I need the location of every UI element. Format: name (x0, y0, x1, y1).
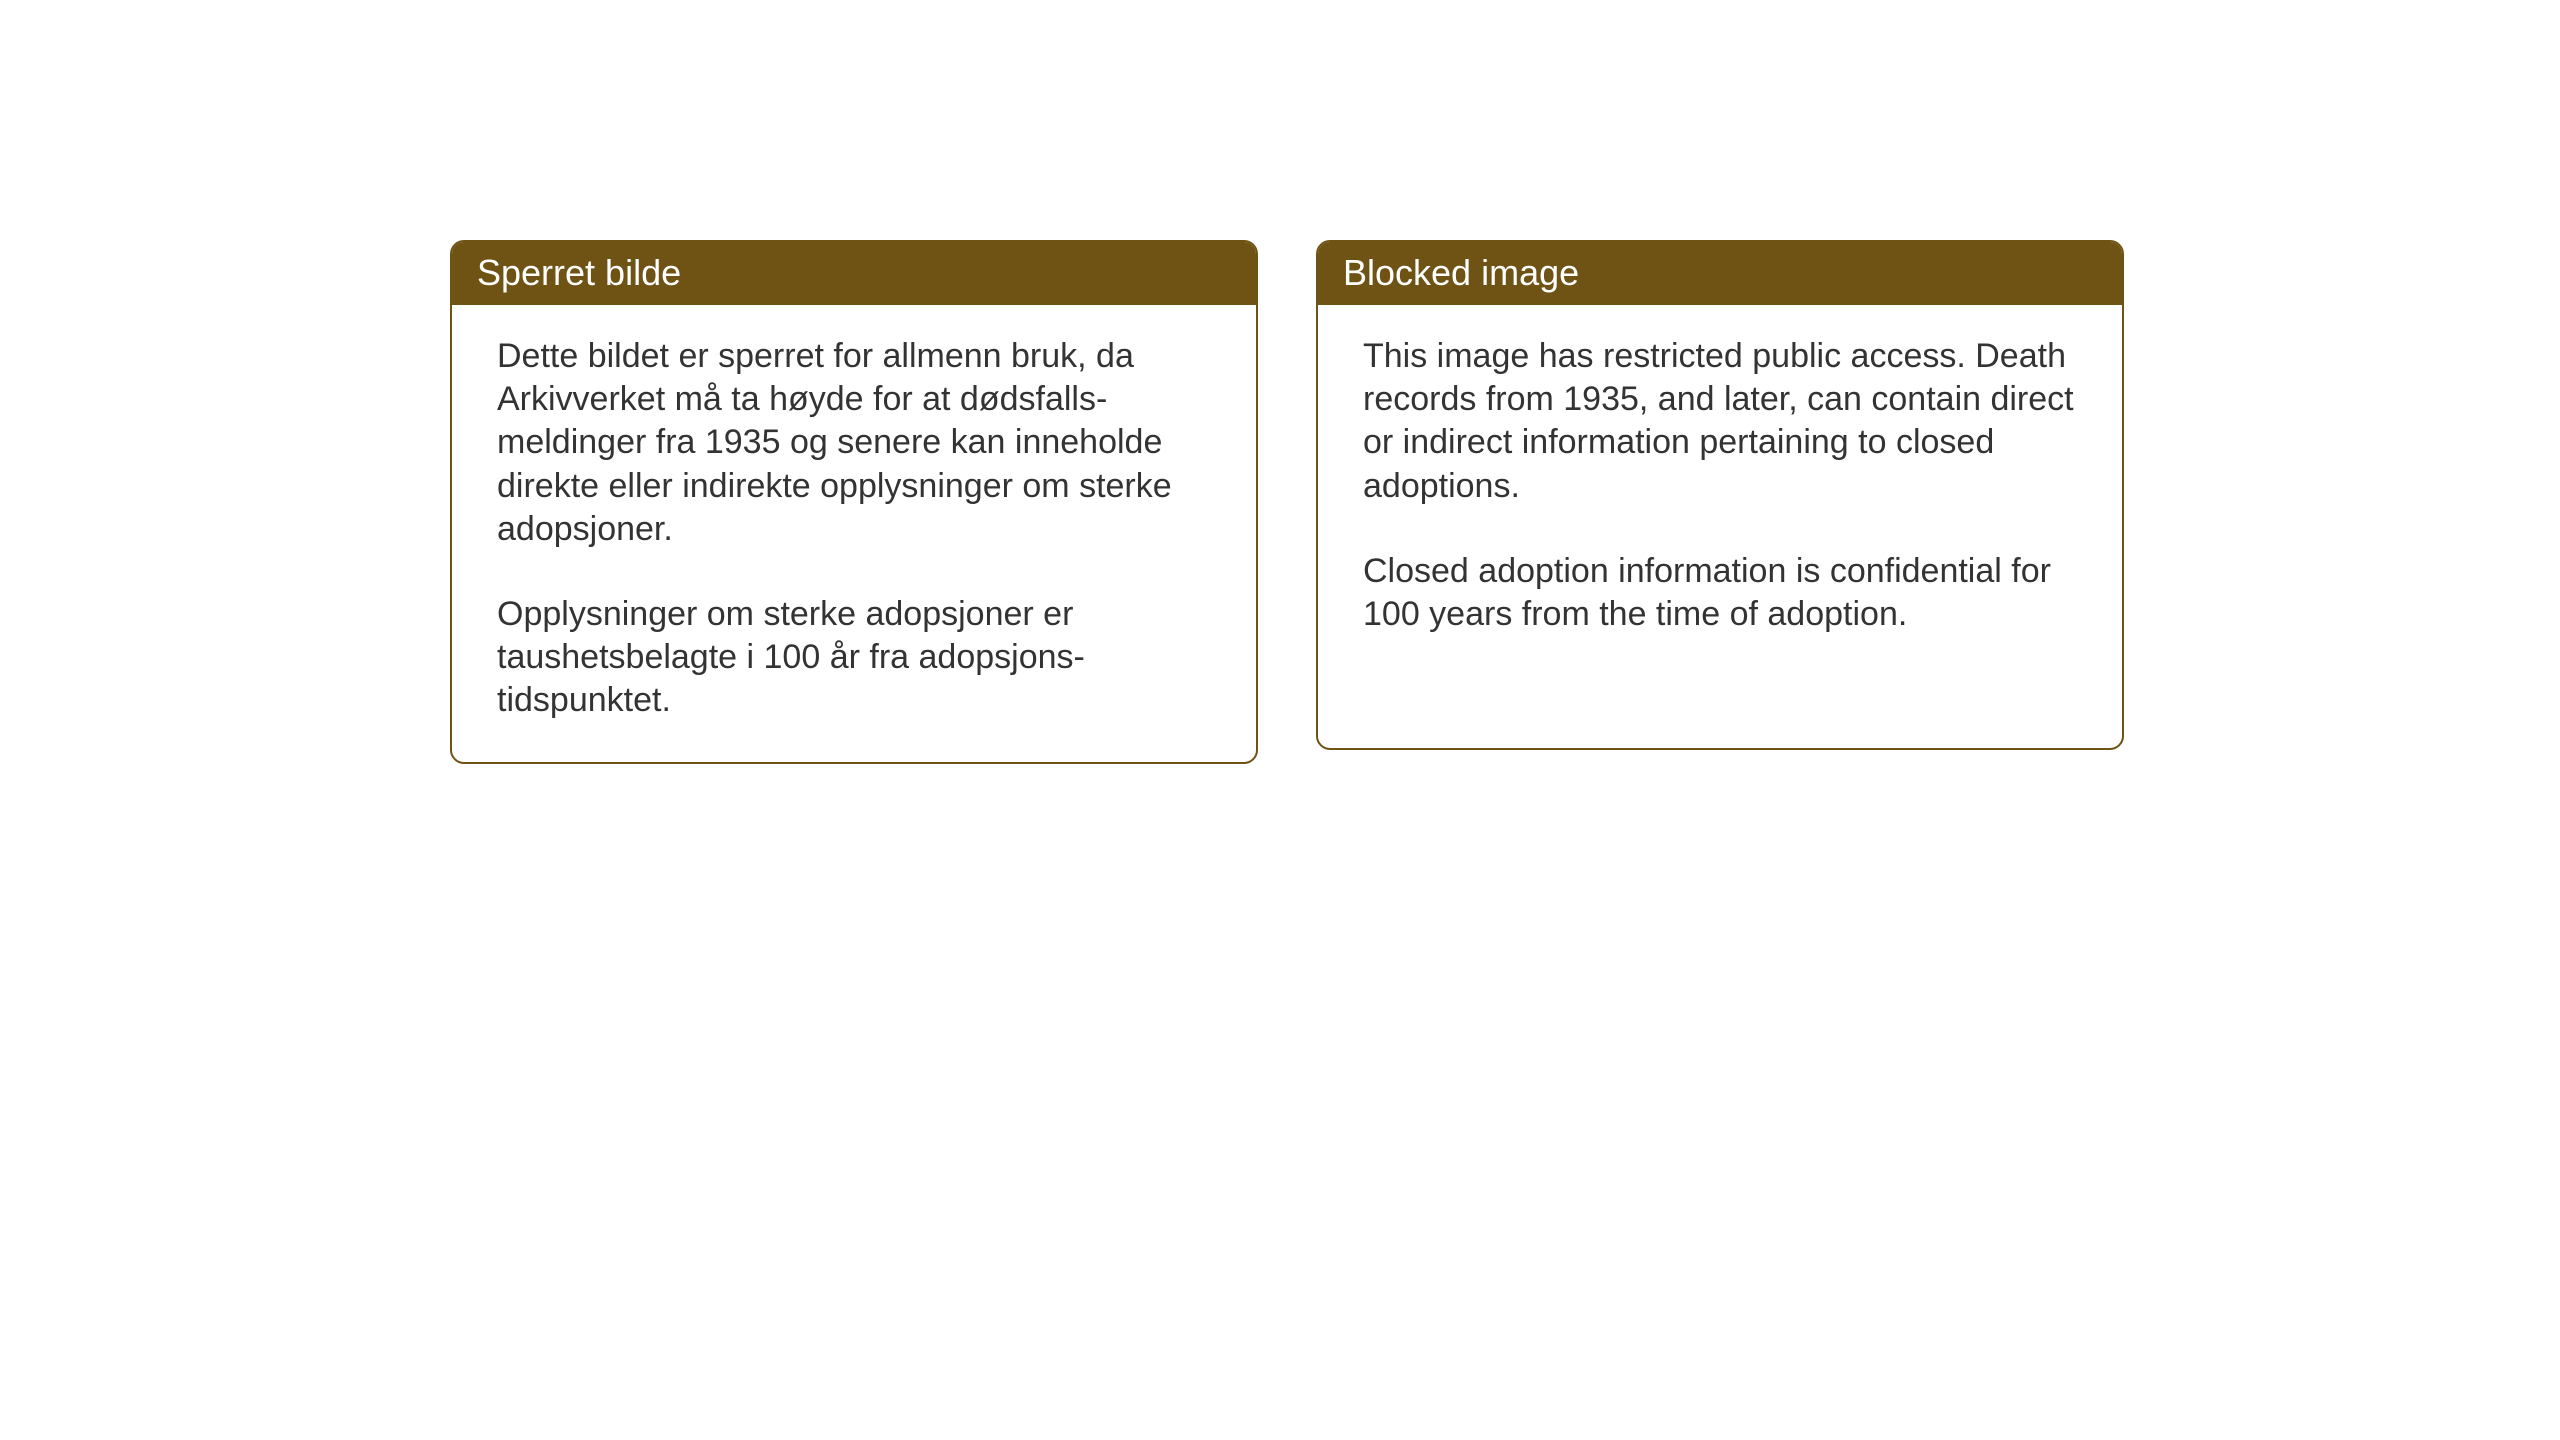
notice-header-english: Blocked image (1318, 242, 2122, 305)
notice-body-english: This image has restricted public access.… (1318, 305, 2122, 676)
notice-container: Sperret bilde Dette bildet er sperret fo… (450, 240, 2124, 764)
notice-header-norwegian: Sperret bilde (452, 242, 1256, 305)
notice-paragraph: This image has restricted public access.… (1363, 335, 2077, 508)
notice-card-norwegian: Sperret bilde Dette bildet er sperret fo… (450, 240, 1258, 764)
notice-paragraph: Opplysninger om sterke adopsjoner er tau… (497, 593, 1211, 723)
notice-paragraph: Dette bildet er sperret for allmenn bruk… (497, 335, 1211, 551)
notice-card-english: Blocked image This image has restricted … (1316, 240, 2124, 750)
notice-body-norwegian: Dette bildet er sperret for allmenn bruk… (452, 305, 1256, 762)
notice-paragraph: Closed adoption information is confident… (1363, 550, 2077, 636)
